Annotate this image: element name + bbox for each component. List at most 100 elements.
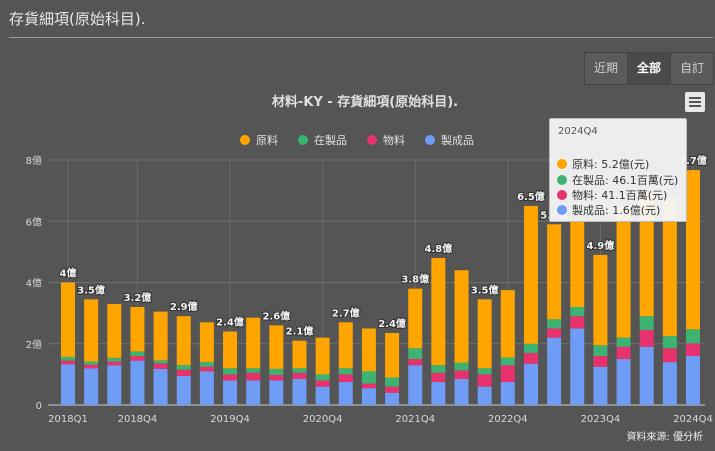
data-label: 3.2億 [124, 291, 152, 304]
bar-segment-製成品 [246, 380, 261, 405]
tooltip-row-raw-material: 原料: 5.2億(元) [557, 156, 649, 172]
dot-icon [557, 205, 567, 215]
data-label: 4億 [60, 267, 77, 280]
data-label: 6.5億 [517, 190, 545, 203]
bar-segment-在製品 [570, 307, 585, 317]
bar-segment-製成品 [686, 356, 700, 405]
bar-segment-製成品 [547, 337, 562, 405]
bar-segment-物料 [385, 386, 400, 393]
bar-segment-在製品 [153, 360, 168, 364]
tooltip-period: 2024Q4 [558, 126, 598, 137]
bar-segment-原料 [61, 282, 75, 357]
bar-segment-原料 [500, 290, 515, 358]
bar-segment-物料 [361, 383, 376, 389]
bar-segment-物料 [292, 372, 307, 379]
bar-segment-原料 [153, 311, 168, 361]
legend-label: 製成品 [441, 134, 474, 147]
data-label: 2.6億 [262, 309, 290, 322]
x-tick-label: 2018Q1 [48, 414, 88, 425]
legend-item-wip[interactable]: 在製品 [298, 132, 347, 148]
y-tick-label: 6億 [26, 215, 42, 228]
bar-segment-製成品 [639, 346, 654, 405]
x-tick-label: 2020Q4 [303, 414, 343, 425]
bar-segment-製成品 [292, 378, 307, 405]
legend-item-finished-goods[interactable]: 製成品 [425, 132, 474, 148]
bar-segment-物料 [593, 356, 608, 367]
bar-segment-物料 [408, 359, 423, 366]
bar-segment-在製品 [500, 357, 515, 366]
bar-segment-原料 [454, 270, 469, 363]
tooltip-text: 在製品: 46.1百萬(元) [572, 174, 679, 187]
legend-label: 原料 [256, 134, 278, 147]
bar-segment-在製品 [199, 362, 214, 367]
bar-segment-在製品 [246, 368, 261, 373]
bar-segment-物料 [662, 348, 677, 363]
legend-dot-icon [298, 135, 308, 145]
legend-label: 物料 [383, 134, 405, 147]
x-tick-label: 2019Q4 [210, 414, 250, 425]
bar-segment-原料 [361, 328, 376, 372]
bar-segment-製成品 [477, 386, 492, 405]
bar-segment-在製品 [269, 368, 284, 375]
legend-item-supplies[interactable]: 物料 [367, 132, 405, 148]
dot-icon [557, 190, 567, 200]
bar-segment-物料 [130, 356, 145, 361]
tooltip-text: 製成品: 1.6億(元) [572, 204, 661, 217]
bar-segment-製成品 [523, 363, 538, 405]
bar-segment-原料 [338, 322, 353, 369]
y-tick-label: 4億 [26, 277, 42, 290]
bar-segment-物料 [246, 372, 261, 381]
bar-segment-原料 [130, 307, 145, 352]
legend-dot-icon [425, 135, 435, 145]
chart-title: 材料-KY - 存貨細項(原始科目). [271, 95, 459, 110]
legend-item-raw-material[interactable]: 原料 [240, 132, 278, 148]
bar-segment-製成品 [454, 378, 469, 405]
data-label: 4.8億 [425, 242, 453, 255]
bar-segment-物料 [523, 352, 538, 364]
bar-segment-製成品 [107, 365, 122, 405]
bar-segment-物料 [61, 360, 75, 365]
bar-segment-物料 [431, 372, 446, 383]
bar-segment-物料 [639, 329, 654, 347]
bar-segment-在製品 [477, 368, 492, 375]
bar-segment-原料 [107, 303, 122, 358]
bar-segment-物料 [107, 361, 122, 366]
bar-segment-製成品 [570, 328, 585, 405]
bar-segment-物料 [338, 374, 353, 383]
range-custom-button[interactable]: 自訂 [671, 53, 713, 84]
bar-segment-在製品 [593, 345, 608, 356]
bar-segment-原料 [523, 205, 538, 344]
bar-segment-原料 [431, 258, 446, 366]
range-selector: 近期 全部 自訂 [584, 52, 714, 85]
bar-segment-製成品 [130, 360, 145, 405]
legend-label: 在製品 [314, 134, 347, 147]
data-label: 4.9億 [587, 239, 615, 252]
bar-segment-在製品 [639, 316, 654, 330]
bar-segment-原料 [269, 325, 284, 369]
bar-segment-製成品 [662, 362, 677, 405]
chart-menu-icon[interactable] [685, 92, 705, 112]
bar-segment-物料 [500, 365, 515, 383]
bar-segment-原料 [477, 299, 492, 369]
bar-segment-製成品 [593, 366, 608, 405]
bar-segment-原料 [547, 224, 562, 320]
bar-segment-原料 [385, 333, 400, 378]
bar-segment-原料 [176, 316, 191, 366]
bar-segment-在製品 [616, 337, 631, 347]
bar-segment-製成品 [153, 368, 168, 405]
bar-segment-在製品 [547, 319, 562, 329]
bar-segment-在製品 [176, 365, 191, 370]
bar-segment-物料 [686, 343, 700, 356]
bar-segment-原料 [246, 317, 261, 369]
dot-icon [557, 175, 567, 185]
tooltip-row-finished-goods: 製成品: 1.6億(元) [557, 202, 660, 218]
bar-segment-在製品 [385, 377, 400, 387]
range-recent-button[interactable]: 近期 [585, 53, 628, 84]
bar-segment-物料 [547, 328, 562, 338]
data-label: 2.9億 [170, 300, 198, 313]
bar-segment-在製品 [523, 343, 538, 353]
range-all-button[interactable]: 全部 [628, 53, 671, 84]
bar-segment-製成品 [338, 382, 353, 405]
bar-segment-原料 [315, 337, 330, 375]
